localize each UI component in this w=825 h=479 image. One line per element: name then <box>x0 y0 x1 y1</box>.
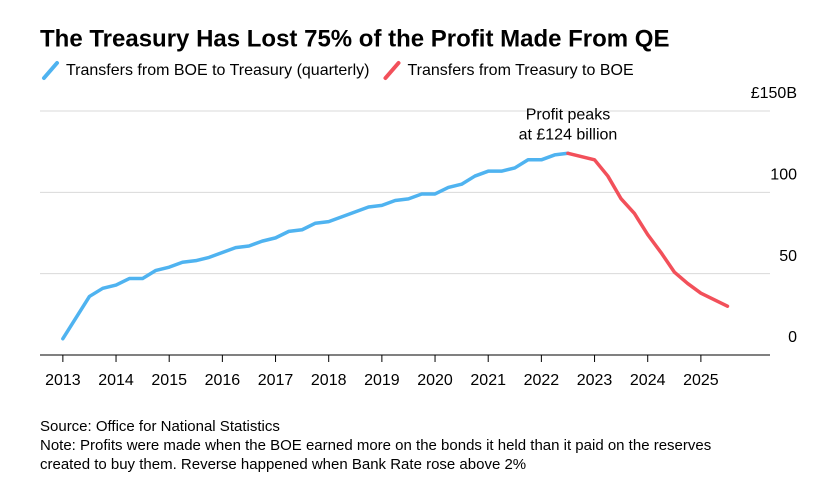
x-tick-label: 2013 <box>45 372 81 389</box>
chart-title: The Treasury Has Lost 75% of the Profit … <box>40 25 669 52</box>
legend-label: Transfers from Treasury to BOE <box>407 62 633 79</box>
x-tick-label: 2022 <box>524 372 560 389</box>
x-tick-label: 2023 <box>577 372 613 389</box>
x-tick-label: 2016 <box>205 372 241 389</box>
x-tick-label: 2024 <box>630 372 666 389</box>
y-tick-label: £150B <box>751 85 797 102</box>
x-tick-label: 2015 <box>151 372 187 389</box>
x-tick-label: 2021 <box>470 372 506 389</box>
annotation: Profit peaks <box>526 107 610 124</box>
series-line <box>61 151 570 341</box>
note: Note: Profits were made when the BOE ear… <box>40 437 711 454</box>
note: created to buy them. Reverse happened wh… <box>40 456 526 473</box>
x-tick-label: 2019 <box>364 372 400 389</box>
x-tick-label: 2025 <box>683 372 719 389</box>
y-tick-label: 0 <box>788 329 797 346</box>
x-tick-label: 2017 <box>258 372 294 389</box>
legend-swatch <box>383 61 401 80</box>
source: Source: Office for National Statistics <box>40 418 280 435</box>
legend-label: Transfers from BOE to Treasury (quarterl… <box>66 62 369 79</box>
x-tick-label: 2018 <box>311 372 347 389</box>
y-tick-label: 100 <box>770 167 797 184</box>
y-tick-label: 50 <box>779 248 797 265</box>
legend-swatch <box>42 61 59 80</box>
series-line <box>566 151 730 308</box>
x-tick-label: 2020 <box>417 372 453 389</box>
x-tick-label: 2014 <box>98 372 134 389</box>
annotation: at £124 billion <box>519 127 618 144</box>
